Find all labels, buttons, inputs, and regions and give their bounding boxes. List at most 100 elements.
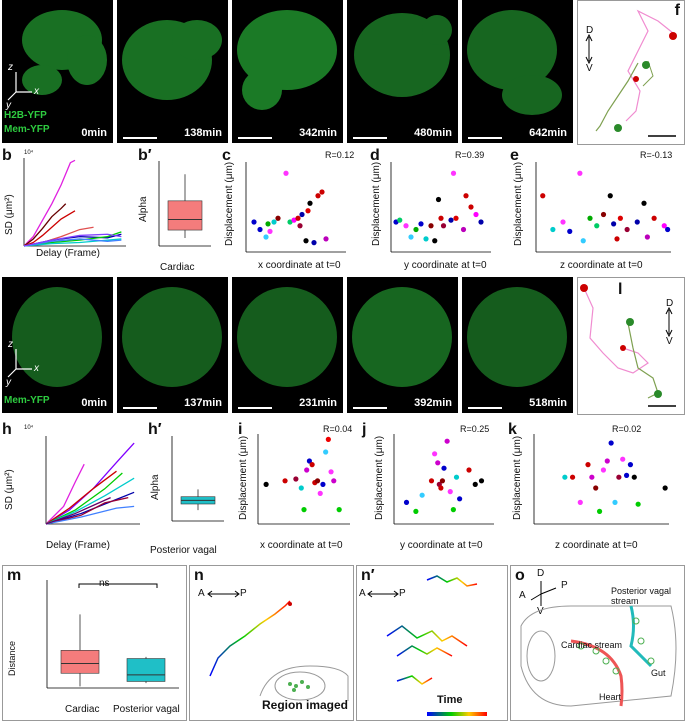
data-point [661, 223, 667, 229]
micrograph-g-0: z x y Mem-YFP 0min [2, 277, 113, 413]
channel-label-mem: Mem-YFP [4, 124, 50, 135]
data-point [448, 217, 454, 223]
chart-d-r: R=0.39 [455, 150, 485, 160]
data-point [641, 200, 647, 206]
data-point [397, 217, 403, 223]
data-point [428, 223, 434, 229]
data-point [468, 204, 474, 210]
data-point [624, 226, 630, 233]
timestamp-g-2: 231min [299, 397, 337, 409]
chart-d-ylabel: Displacement (μm) [371, 161, 382, 246]
data-point [614, 236, 620, 242]
chart-e-r: R=-0.13 [640, 150, 673, 160]
data-point [662, 485, 668, 491]
data-point [478, 478, 485, 484]
data-point [287, 219, 293, 225]
data-point [438, 215, 444, 221]
box [60, 650, 100, 674]
axis-x-label-g: x [34, 363, 39, 374]
chart-j-scatter [393, 434, 494, 525]
panel-h-label: h [2, 421, 12, 438]
data-point [607, 193, 613, 199]
series-line [45, 472, 123, 525]
data-point [635, 501, 641, 507]
chart-b-xlabel: Delay (Frame) [36, 248, 100, 259]
data-point [450, 507, 456, 513]
chart-m-sig: ns [99, 578, 110, 589]
chart-m-cat-0: Cardiac [65, 704, 100, 715]
data-point [593, 485, 599, 491]
data-point [309, 462, 315, 468]
anterior-label-n: A [198, 588, 205, 599]
data-point [478, 219, 484, 225]
panel-m-label: m [7, 567, 22, 584]
chart-k-ylabel: Displacement (μm) [512, 435, 523, 520]
data-point [408, 234, 414, 240]
panel-n-label: n [194, 567, 204, 584]
box [167, 200, 203, 231]
data-point [303, 238, 309, 244]
time-legend-label: Time [437, 694, 463, 706]
chart-i-xlabel: x coordinate at t=0 [260, 540, 343, 551]
anterior-label-n2: A [359, 588, 366, 599]
micrograph-a-0: z x y H2B-YFP Mem-YFP 0min [2, 0, 113, 143]
data-point [569, 474, 576, 480]
panel-b2-label: b′ [138, 147, 152, 164]
data-point [328, 469, 334, 475]
data-point [299, 211, 305, 218]
data-point [577, 499, 583, 505]
significance-bracket [78, 583, 158, 588]
micrograph-g-1: 137min [117, 277, 228, 413]
data-point [323, 236, 329, 242]
data-point [271, 219, 277, 225]
chart-c-r: R=0.12 [325, 150, 355, 160]
data-point [432, 238, 438, 244]
chart-e-scatter [535, 162, 671, 253]
axis-z-label: z [8, 62, 13, 73]
micrograph-g-4: 518min [462, 277, 573, 413]
chart-c-xlabel: x coordinate at t=0 [258, 260, 341, 271]
chart-e-xlabel: z coordinate at t=0 [560, 260, 643, 271]
chart-h-sd [45, 436, 140, 525]
series-line [23, 233, 122, 247]
data-point [631, 474, 637, 480]
data-point [596, 508, 603, 514]
data-point [627, 462, 634, 468]
data-point [589, 474, 595, 480]
data-point [600, 467, 607, 473]
panel-m-frame: m Distance ns Cardiac Posterior vagal [2, 565, 187, 721]
data-point [585, 462, 591, 468]
data-point [453, 474, 460, 480]
chart-h-ylabel: SD (μm²) [4, 469, 15, 510]
data-point [447, 489, 453, 495]
data-point [612, 499, 618, 505]
data-point [307, 200, 313, 206]
data-point [251, 219, 257, 225]
data-point [644, 234, 650, 240]
trajectory-panel-f: f D V [577, 0, 685, 145]
data-point [600, 211, 607, 218]
data-point [291, 217, 297, 223]
chart-k-r: R=0.02 [612, 424, 642, 434]
data-point [611, 221, 617, 227]
data-point [275, 215, 281, 221]
chart-c-scatter [245, 162, 346, 253]
panel-e-label: e [510, 147, 519, 164]
micrograph-a-2: 342min [232, 0, 343, 143]
data-point [473, 211, 479, 218]
ventral-label-l: V [666, 336, 673, 347]
posterior-label-o: P [561, 580, 568, 591]
data-point [418, 221, 424, 227]
chart-h-xlabel: Delay (Frame) [46, 540, 110, 551]
series-line [23, 238, 122, 247]
series-line [45, 442, 135, 525]
data-point [257, 226, 263, 233]
data-point [311, 240, 317, 246]
data-point [331, 478, 337, 484]
data-point [457, 496, 463, 502]
panel-o-label: o [515, 567, 525, 584]
chart-j-r: R=0.25 [460, 424, 490, 434]
chart-i-scatter [257, 434, 350, 525]
panel-c-label: c [222, 147, 231, 164]
data-point [651, 215, 657, 221]
